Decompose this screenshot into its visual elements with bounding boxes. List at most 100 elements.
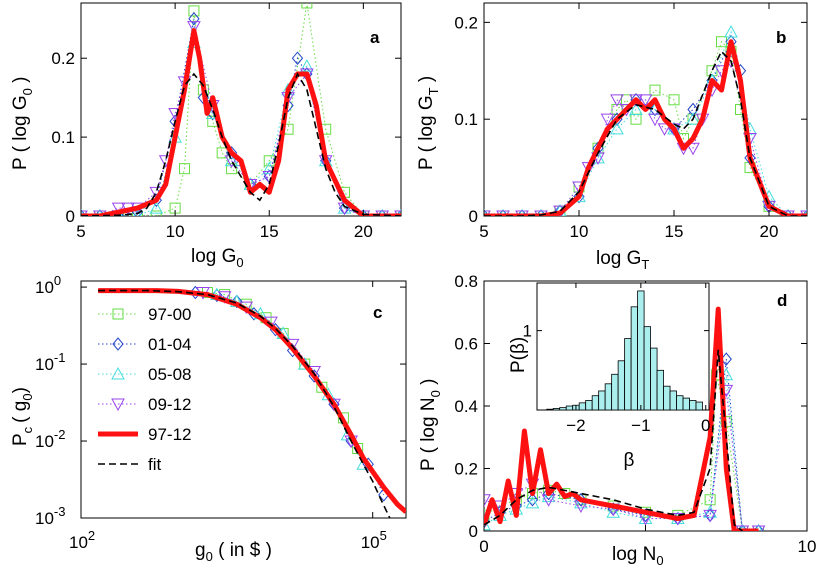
legend-label: 05-08	[148, 365, 191, 384]
inset-bar	[689, 400, 697, 411]
y-tick-label: 100	[35, 273, 61, 297]
series-97-00-marker	[188, 5, 200, 17]
inset-bar	[656, 369, 664, 411]
inset-bar	[585, 400, 593, 411]
series-09-12-marker	[648, 113, 662, 127]
series-01-04-line	[81, 18, 401, 216]
panel-c-plot	[98, 285, 406, 518]
panel-c-label: c	[373, 303, 382, 322]
inset-x-tick-label: 0	[701, 416, 710, 435]
inset-bar	[624, 338, 632, 411]
legend-item-09-12: 09-12	[98, 395, 191, 414]
panel-a-label: a	[370, 28, 380, 47]
series-97-00-marker	[649, 84, 661, 96]
y-tick-label: 0	[469, 207, 478, 226]
inset-bar	[695, 401, 703, 411]
y-tick-label: 0.2	[454, 460, 478, 479]
series-fit-line	[484, 50, 807, 216]
inset-bar	[546, 408, 554, 411]
series-01-04-marker	[286, 343, 299, 358]
x-tick-label: 0	[479, 537, 488, 556]
series-97-00-marker	[704, 494, 716, 506]
legend-marker	[112, 308, 124, 320]
legend-marker	[111, 366, 125, 380]
series-09-12-marker	[515, 210, 529, 216]
panel-b-frame	[483, 2, 808, 217]
panel-c-ticks: 102 105 100 10-1 10-2 10-3	[35, 273, 406, 552]
inset-bar	[578, 402, 587, 411]
series-05-08-marker	[610, 121, 624, 135]
panel-b: 5 10 15 20 0 0.1 0.2 b log GT P ( log GT )	[416, 2, 808, 272]
y-tick-label: 0	[66, 207, 75, 226]
series-97-00-marker	[668, 94, 680, 106]
series-97-12-line	[484, 39, 807, 216]
legend-item-97-12: 97-12	[98, 425, 191, 444]
series-09-12-marker	[657, 123, 672, 136]
series-09-12-line	[484, 60, 807, 216]
series-09-12-marker	[92, 210, 107, 216]
panel-c-ylabel: Pc( g0)	[10, 387, 35, 446]
y-tick-label: 10-3	[35, 504, 65, 528]
series-layer	[98, 285, 406, 518]
inset-x-tick-label: −1	[631, 416, 650, 435]
series-09-12-marker	[610, 94, 624, 107]
legend-label: 09-12	[148, 395, 191, 414]
x-tick-label: 10	[570, 222, 589, 241]
x-tick-label: 5	[76, 222, 85, 241]
inset-bar	[559, 407, 567, 411]
series-97-00-marker	[179, 163, 191, 175]
series-05-08-marker	[484, 517, 491, 531]
x-tick-label: 20	[760, 222, 779, 241]
series-09-12-marker	[703, 509, 717, 523]
inset-y-tick-label: 1	[523, 322, 532, 341]
series-09-12-marker	[781, 210, 795, 216]
series-09-12-marker	[375, 210, 390, 216]
x-tick-label: 20	[354, 222, 373, 241]
panel-a: 5 10 15 20 0 0.1 0.2 a log G0 P ( log G0 )	[10, 2, 402, 270]
inset-bar	[617, 360, 626, 411]
inset-bar	[650, 347, 658, 411]
inset-ylabel: P(β)	[508, 337, 529, 373]
inset-bar	[604, 383, 613, 411]
inset-xlabel: β	[624, 450, 635, 471]
x-tick-label: 10	[798, 537, 817, 556]
panel-d-xlabel: log N0	[612, 544, 664, 568]
series-09-12-marker	[111, 202, 126, 216]
series-fit-line	[98, 289, 391, 518]
legend-item-fit: fit	[98, 455, 162, 474]
legend-marker	[111, 398, 125, 412]
series-fit-line	[81, 72, 401, 216]
panel-d-ylabel: P ( log N0 )	[418, 379, 443, 471]
y-tick-label: 0.2	[454, 13, 478, 32]
series-97-00-marker	[706, 65, 718, 77]
series-05-08-line	[216, 294, 364, 465]
series-layer	[484, 306, 766, 531]
series-97-00-line	[484, 40, 807, 216]
panel-c: 102 105 100 10-1 10-2 10-3 c g0 ( in $ ) Pc( …	[10, 273, 407, 564]
series-97-12-line	[484, 306, 759, 531]
panel-d-label: d	[777, 291, 787, 310]
inset-x-tick-label: −2	[566, 416, 585, 435]
y-tick-label: 10-2	[35, 427, 65, 451]
series-05-08-marker	[300, 59, 314, 72]
inset-bar	[630, 306, 639, 411]
panel-b-ticks: 5 10 15 20 0 0.1 0.2	[454, 3, 807, 241]
inset-ticks: −2 −1 0 1	[523, 283, 710, 435]
inset-bar	[669, 390, 677, 411]
series-09-12-line	[81, 26, 401, 216]
y-tick-label: 0.4	[454, 397, 478, 416]
series-05-08-marker	[724, 25, 738, 38]
inset-bar	[643, 326, 651, 411]
legend-item-05-08: 05-08	[98, 365, 191, 384]
panel-c-xlabel: g0 ( in $ )	[195, 540, 272, 564]
x-tick-label: 15	[260, 222, 279, 241]
x-tick-label: 105	[361, 528, 387, 552]
inset-histogram: −2 −1 0 1 β P(β)	[508, 282, 710, 471]
legend-marker	[112, 337, 124, 351]
series-05-08-line	[484, 30, 807, 216]
series-01-04-line	[195, 292, 385, 496]
series-05-08-marker	[541, 489, 556, 503]
legend-label: 97-00	[148, 305, 191, 324]
